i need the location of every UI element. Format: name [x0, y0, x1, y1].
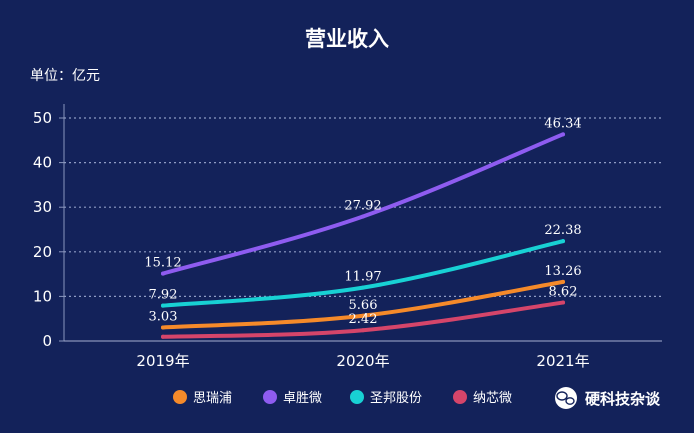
data-label: 5.66 — [349, 298, 378, 313]
y-tick-label: 10 — [33, 287, 52, 305]
y-tick-label: 0 — [42, 332, 52, 350]
data-label: 2.42 — [349, 312, 378, 327]
series-lines — [161, 132, 565, 339]
data-point — [361, 285, 365, 290]
data-label: 15.12 — [144, 256, 181, 271]
legend: 思瑞浦 卓胜微 圣邦股份 纳芯微 — [173, 390, 512, 406]
data-point — [161, 325, 165, 330]
data-labels: 3.03 5.66 13.26 15.12 27.92 46.34 7.92 11.97 22.… — [144, 116, 581, 327]
legend-label: 纳芯微 — [473, 391, 512, 406]
legend-label: 卓胜微 — [283, 391, 322, 406]
data-point — [361, 214, 365, 219]
data-point — [361, 328, 365, 333]
unit-label: 单位：亿元 — [30, 68, 100, 84]
wechat-icon — [555, 387, 577, 409]
data-point — [561, 239, 565, 244]
watermark: 硬科技杂谈 — [555, 387, 661, 409]
data-point — [561, 279, 565, 284]
data-point — [561, 132, 565, 137]
data-point — [161, 303, 165, 308]
legend-marker — [453, 390, 467, 404]
x-tick-label: 2019年 — [136, 352, 189, 370]
y-tick-label: 50 — [33, 109, 52, 127]
x-tick-label: 2021年 — [536, 352, 589, 370]
y-tick-label: 40 — [33, 154, 52, 172]
x-tick-label: 2020年 — [336, 352, 389, 370]
data-label: 46.34 — [544, 116, 581, 131]
data-point — [161, 271, 165, 276]
tick-labels: 0 10 20 30 40 50 2019年 2020年 2021年 — [33, 109, 590, 370]
data-label: 22.38 — [544, 223, 581, 238]
data-label: 7.92 — [149, 288, 178, 303]
legend-label: 圣邦股份 — [370, 391, 422, 406]
data-point — [361, 313, 365, 318]
legend-marker — [350, 390, 364, 404]
axes — [63, 104, 662, 342]
chart-title: 营业收入 — [305, 27, 389, 51]
data-label: 13.26 — [544, 264, 581, 279]
watermark-text: 硬科技杂谈 — [585, 390, 661, 408]
y-tick-label: 20 — [33, 243, 52, 261]
legend-marker — [263, 390, 277, 404]
data-label: 27.92 — [344, 198, 381, 213]
data-label: 8.62 — [549, 285, 578, 300]
data-label: 3.03 — [149, 309, 178, 324]
legend-marker — [173, 390, 187, 404]
data-label: 11.97 — [344, 270, 381, 285]
data-point — [561, 300, 565, 305]
y-tick-label: 30 — [33, 198, 52, 216]
data-point — [161, 334, 165, 339]
legend-label: 思瑞浦 — [193, 391, 232, 406]
